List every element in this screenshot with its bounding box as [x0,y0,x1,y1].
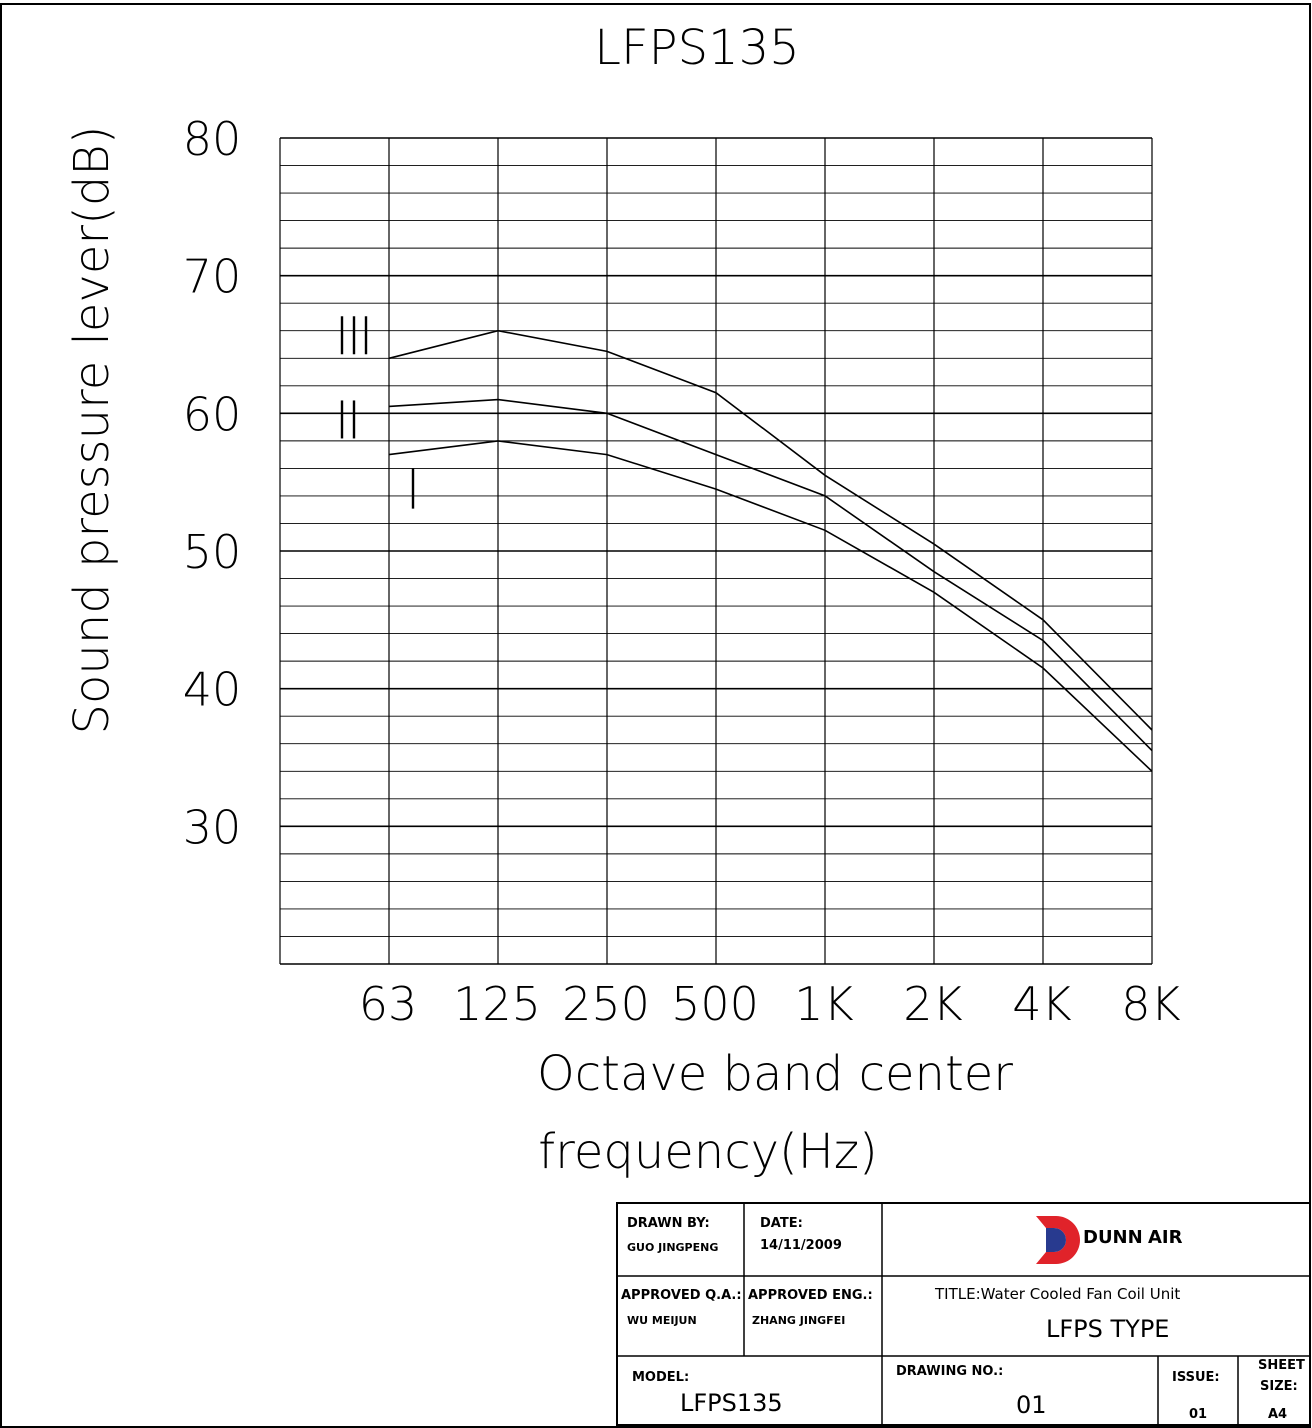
x-tick-label: 2K [903,977,962,1031]
y-tick-label: 50 [183,525,242,579]
y-tick-label: 70 [183,250,242,304]
y-tick-label: 40 [183,663,242,717]
plot-area: 80 70 60 50 40 30 63 125 250 500 1K 2K 4K 8K [183,112,1181,1031]
y-tick-label: 60 [183,387,242,441]
date-value: 14/11/2009 [760,1238,842,1253]
series-line-ii [388,398,1153,752]
logo-mark-blue [1046,1228,1066,1252]
date-label: DATE: [760,1216,803,1231]
x-tick-label: 4K [1012,977,1071,1031]
title-block-frame [616,1202,1311,1426]
logo-text-dunn: DUNN [1083,1227,1143,1248]
model-value: LFPS135 [680,1389,783,1417]
approved-eng-value: ZHANG JINGFEI [752,1314,845,1327]
x-tick-label: 1K [794,977,853,1031]
x-axis-label-line1: Octave band center [537,1046,1013,1102]
x-tick-label: 250 [562,977,650,1031]
y-axis-label: Sound pressure lever(dB) [64,126,120,735]
x-tick-label: 500 [671,977,759,1031]
issue-value: 01 [1189,1407,1207,1422]
approved-qa-value: WU MEIJUN [627,1314,697,1327]
x-tick-label: 63 [359,977,418,1031]
sheet-size-label-1: SHEET [1258,1358,1305,1373]
approved-qa-label: APPROVED Q.A.: [621,1288,742,1303]
drawn-by-label: DRAWN BY: [627,1216,710,1231]
issue-label: ISSUE: [1172,1370,1220,1385]
chart-title: LFPS135 [594,20,799,76]
title-block: DRAWN BY: GUO JINGPENG DATE: 14/11/2009 … [616,1202,1311,1426]
type-line: LFPS TYPE [1046,1315,1169,1343]
y-tick-label: 80 [183,112,242,166]
series-line-iii [388,329,1153,731]
logo-text-air: AIR [1148,1227,1183,1248]
drawing-no-label: DRAWING NO.: [896,1364,1003,1379]
x-axis-label-line2: frequency(Hz) [538,1124,878,1180]
y-tick-label: 30 [183,800,242,854]
drawn-by-value: GUO JINGPENG [627,1241,718,1254]
sheet-size-label-2: SIZE: [1260,1379,1298,1394]
approved-eng-label: APPROVED ENG.: [748,1288,873,1303]
model-label: MODEL: [632,1370,689,1385]
sheet-border [0,3,1311,1428]
drawing-no-value: 01 [1016,1391,1047,1419]
title-line: TITLE:Water Cooled Fan Coil Unit [934,1285,1180,1303]
series-label-ii [340,400,356,439]
series-label-iii [340,316,368,355]
sheet-size-value: A4 [1268,1407,1287,1422]
dunnair-logo: DUNN AIR [1036,1216,1183,1264]
x-tick-label: 8K [1121,977,1180,1031]
series-line-i [388,440,1153,772]
x-tick-label: 125 [453,977,541,1031]
